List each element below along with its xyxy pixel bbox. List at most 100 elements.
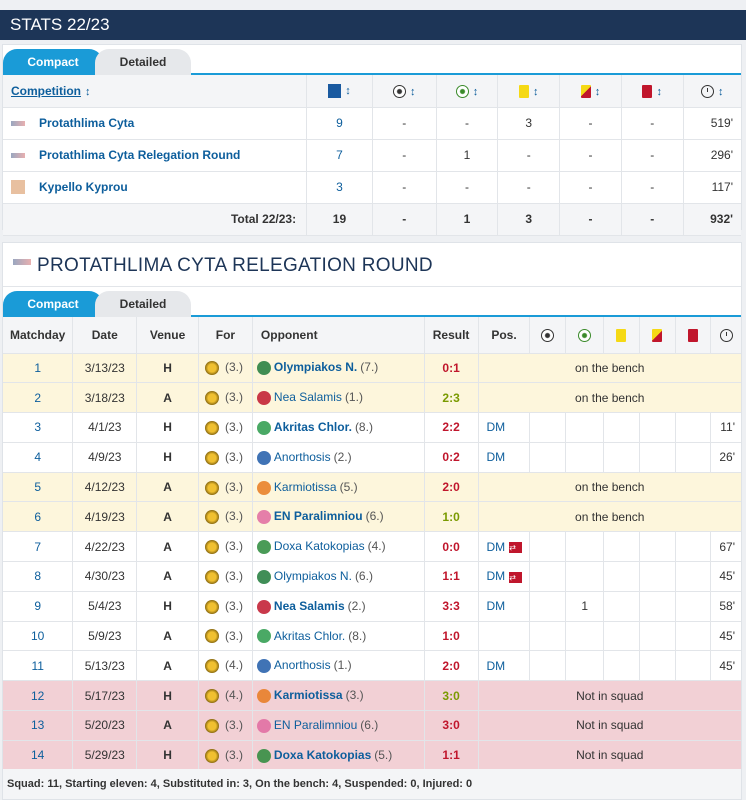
opponent-name[interactable]: Anorthosis <box>273 449 331 464</box>
opponent-cell: Akritas Chlor. (8.) <box>251 412 425 443</box>
sort-arrows-icon[interactable]: ↕ <box>532 85 539 98</box>
clock-icon <box>719 328 733 342</box>
sort-arrows-icon[interactable]: ↕ <box>85 85 91 98</box>
sort-arrows-icon[interactable]: ↕ <box>409 85 416 98</box>
opponent-crest-icon[interactable] <box>256 450 271 465</box>
summary-apps-cell[interactable]: 7 <box>306 139 373 172</box>
matchday-cell[interactable]: 5 <box>3 472 73 503</box>
matchday-cell[interactable]: 11 <box>3 650 73 682</box>
sort-arrows-icon[interactable]: ↕ <box>718 85 724 98</box>
appearances-header[interactable]: ↕ <box>306 75 373 108</box>
opponent-crest-icon[interactable] <box>256 718 271 733</box>
matchday-cell[interactable]: 6 <box>3 501 73 533</box>
opponent-crest-icon[interactable] <box>256 689 271 704</box>
competition-link[interactable]: Protathlima Cyta <box>39 116 135 130</box>
match-row: 4 4/9/23 H (3.) Anorthosis (2.) 0:2 DM 26' <box>3 442 741 473</box>
result-cell[interactable]: 3:0 <box>423 710 479 741</box>
tab-compact[interactable]: Compact <box>3 291 103 317</box>
result-cell[interactable]: 0:2 <box>423 442 479 473</box>
matchday-cell[interactable]: 13 <box>3 710 73 741</box>
assists-header[interactable]: ↕ <box>435 75 498 108</box>
opponent-name[interactable]: Doxa Katokopias <box>273 539 365 554</box>
opponent-name[interactable]: Nea Salamis <box>273 598 345 613</box>
bench-status-cell: on the bench <box>477 472 741 503</box>
opponent-name[interactable]: Akritas Chlor. <box>273 628 346 643</box>
total-label: Total 22/23: <box>3 203 307 236</box>
yellow-card-header[interactable]: ↕ <box>497 75 560 108</box>
section-tabs: Compact Detailed <box>3 287 741 317</box>
opponent-crest-icon[interactable] <box>256 748 271 763</box>
opponent-crest-icon[interactable] <box>256 569 271 584</box>
opponent-crest-icon[interactable] <box>256 361 271 376</box>
matchday-cell[interactable]: 3 <box>3 412 73 443</box>
red-cell <box>674 561 711 592</box>
result-cell[interactable]: 2:0 <box>423 650 479 682</box>
matches-table: Matchday Date Venue For Opponent Result … <box>3 317 741 771</box>
opponent-name[interactable]: Olympiakos N. <box>273 569 352 584</box>
result-cell[interactable]: 0:1 <box>423 353 479 384</box>
result-cell[interactable]: 3:3 <box>423 591 479 622</box>
opponent-name[interactable]: Karmiotissa <box>273 479 337 494</box>
competition-link[interactable]: Kypello Kyprou <box>39 179 128 194</box>
opponent-crest-icon[interactable] <box>256 599 271 614</box>
result-cell[interactable]: 0:0 <box>423 531 479 563</box>
opponent-name[interactable]: Doxa Katokopias <box>273 747 372 762</box>
date-cell: 5/9/23 <box>72 621 137 652</box>
opponent-crest-icon[interactable] <box>256 480 271 495</box>
opponent-name[interactable]: Nea Salamis <box>273 390 342 405</box>
tab-compact[interactable]: Compact <box>3 49 103 75</box>
result-cell[interactable]: 2:3 <box>423 382 479 414</box>
competition-link[interactable]: Protathlima Cyta Relegation Round <box>39 148 241 162</box>
sort-arrows-icon[interactable]: ↕ <box>472 85 479 98</box>
matchday-cell[interactable]: 12 <box>3 680 73 712</box>
opponent-name[interactable]: Anorthosis <box>273 658 331 673</box>
result-cell[interactable]: 2:2 <box>423 412 479 443</box>
result-cell[interactable]: 1:1 <box>423 740 479 771</box>
competition-sort-header[interactable]: Competition ↕ <box>3 75 307 108</box>
opponent-crest-icon[interactable] <box>256 510 271 525</box>
red-card-header[interactable]: ↕ <box>620 75 684 108</box>
opponent-crest-icon[interactable] <box>256 391 271 406</box>
matchday-cell[interactable]: 2 <box>3 382 73 414</box>
matchday-cell[interactable]: 9 <box>3 591 73 622</box>
matchday-cell[interactable]: 7 <box>3 531 73 563</box>
opponent-crest-icon[interactable] <box>256 540 271 555</box>
result-cell[interactable]: 1:0 <box>423 621 479 652</box>
red-cell <box>674 531 711 563</box>
matchday-cell[interactable]: 14 <box>3 740 73 771</box>
result-cell[interactable]: 2:0 <box>423 472 479 503</box>
for-cell: (3.) <box>197 591 253 622</box>
opponent-crest-icon[interactable] <box>256 659 271 674</box>
pos-header: Pos. <box>477 317 530 354</box>
tab-detailed[interactable]: Detailed <box>95 291 191 317</box>
sort-arrows-icon[interactable]: ↕ <box>656 85 662 98</box>
date-cell: 4/19/23 <box>72 501 137 533</box>
opponent-rank: (5.) <box>339 479 358 494</box>
opponent-name[interactable]: Karmiotissa <box>273 688 343 703</box>
summary-apps-cell[interactable]: 9 <box>306 107 373 140</box>
opponent-name[interactable]: Akritas Chlor. <box>273 420 352 435</box>
result-cell[interactable]: 1:0 <box>423 501 479 533</box>
result-cell[interactable]: 1:1 <box>423 561 479 592</box>
competition-header-link[interactable]: Competition <box>11 83 81 98</box>
minutes-header[interactable]: ↕ <box>682 75 741 108</box>
result-cell[interactable]: 3:0 <box>423 680 479 712</box>
summary-apps-cell[interactable]: 3 <box>306 171 373 204</box>
matchday-cell[interactable]: 8 <box>3 561 73 592</box>
matchday-cell[interactable]: 1 <box>3 353 73 384</box>
sort-arrows-icon[interactable]: ↕ <box>594 85 601 98</box>
goals-header[interactable]: ↕ <box>371 75 437 108</box>
squad-status-cell: Not in squad <box>477 710 741 741</box>
summary-assists-cell: - <box>435 171 498 204</box>
tab-detailed[interactable]: Detailed <box>95 49 191 75</box>
for-cell: (3.) <box>197 561 253 592</box>
opponent-crest-icon[interactable] <box>256 420 271 435</box>
matchday-cell[interactable]: 4 <box>3 442 73 473</box>
opponent-name[interactable]: EN Paralimniou <box>273 718 358 733</box>
sort-arrows-icon[interactable]: ↕ <box>345 85 351 98</box>
opponent-name[interactable]: Olympiakos N. <box>273 360 358 375</box>
second-yellow-header[interactable]: ↕ <box>559 75 622 108</box>
opponent-crest-icon[interactable] <box>256 629 271 644</box>
matchday-cell[interactable]: 10 <box>3 621 73 652</box>
opponent-name[interactable]: EN Paralimniou <box>273 509 363 524</box>
